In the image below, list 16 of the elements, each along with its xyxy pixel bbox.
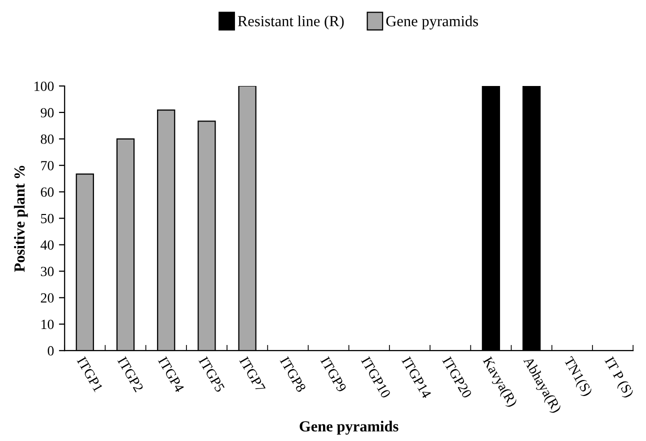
x-axis-title: Gene pyramids xyxy=(300,420,398,435)
y-tick-label: 80 xyxy=(40,134,54,144)
y-tick-label: 20 xyxy=(40,293,54,303)
y-tick-label: 60 xyxy=(40,187,54,197)
y-tick-label: 100 xyxy=(34,82,54,91)
legend-label: Gene pyramids xyxy=(386,16,478,30)
legend-label: Resistant line (R) xyxy=(238,16,344,30)
y-tick-label: 90 xyxy=(40,108,54,118)
y-tick-label: 30 xyxy=(40,266,54,276)
y-axis-title: Positive plant % xyxy=(14,166,28,272)
x-tick-label: IT P (S) xyxy=(602,356,634,400)
y-tick-label: 40 xyxy=(40,240,54,250)
y-tick-label: 0 xyxy=(48,346,54,356)
y-tick-label: 50 xyxy=(41,214,54,224)
y-tick-label: 70 xyxy=(41,160,54,170)
y-tick-label: 10 xyxy=(42,320,54,330)
